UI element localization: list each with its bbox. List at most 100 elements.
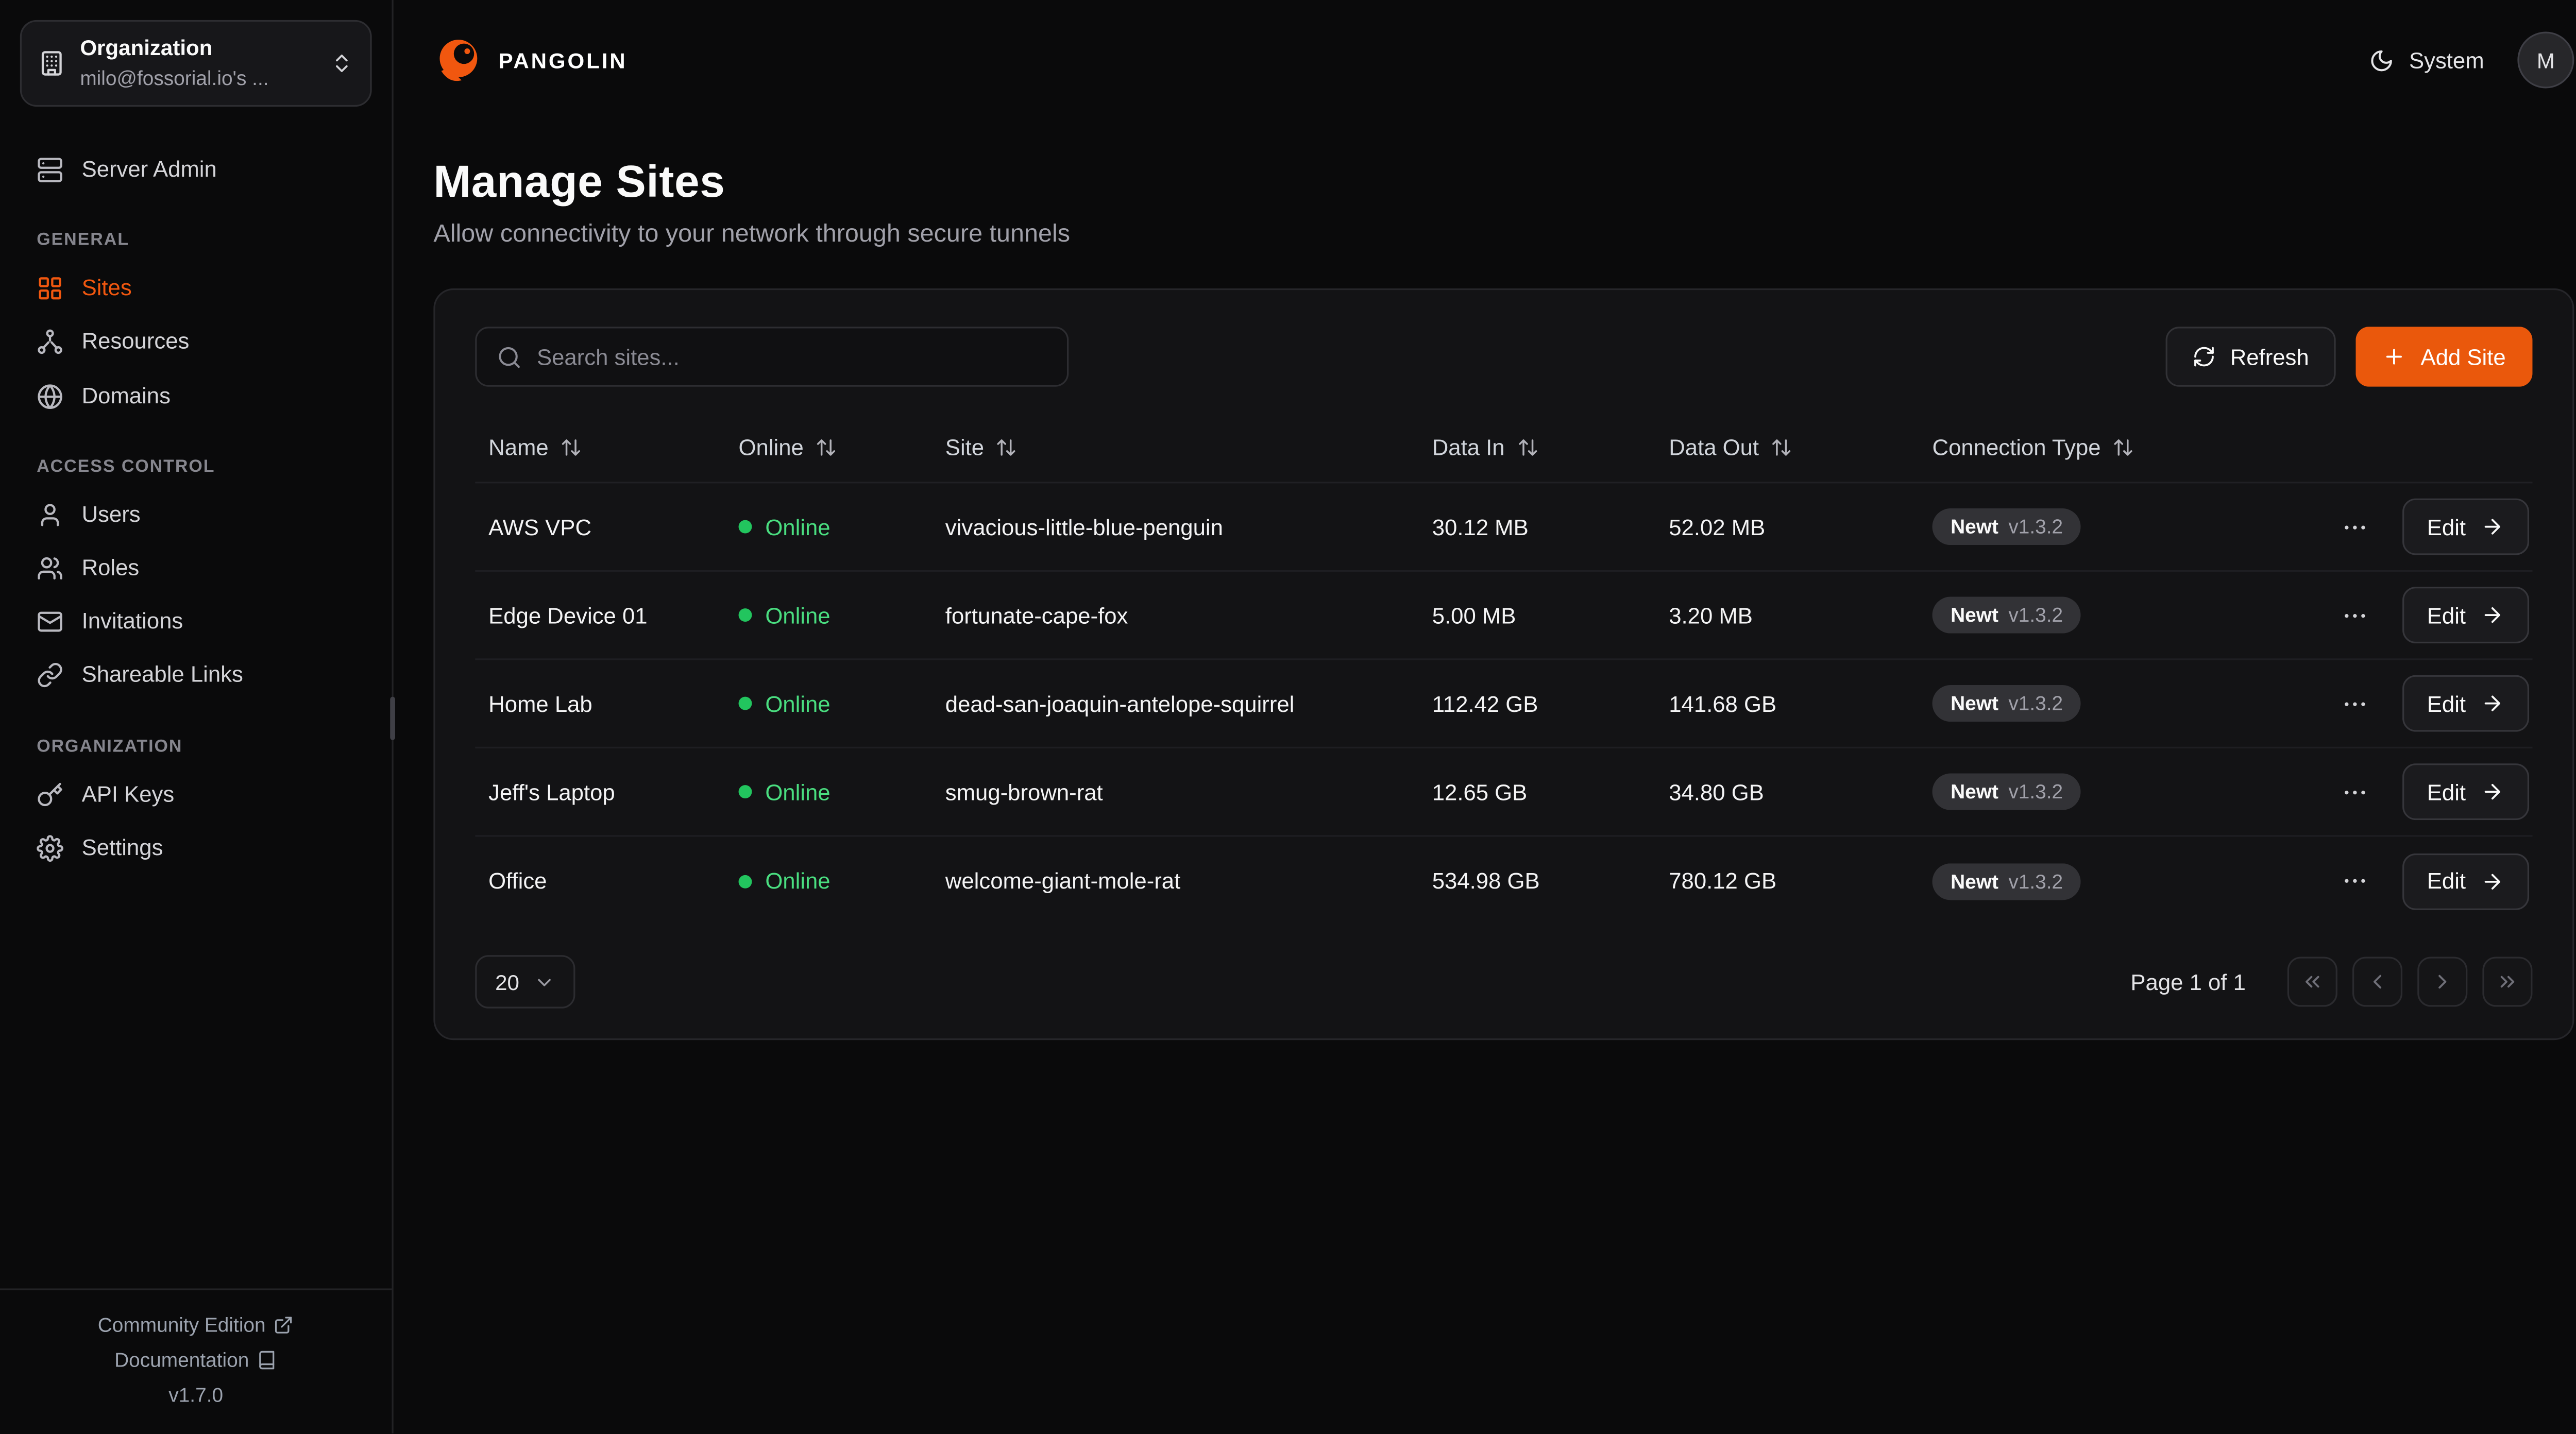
site-status: Online xyxy=(725,691,932,716)
documentation-link[interactable]: Documentation xyxy=(114,1348,277,1372)
sidebar-item-api-keys[interactable]: API Keys xyxy=(20,767,372,821)
page-head: Manage Sites Allow connectivity to your … xyxy=(394,120,2576,248)
data-out-value: 141.68 GB xyxy=(1669,691,1777,716)
sidebar-item-settings[interactable]: Settings xyxy=(20,821,372,875)
sidebar-item-label: Invitations xyxy=(81,608,183,634)
book-icon xyxy=(258,1350,278,1370)
sidebar-main: Organization milo@fossorial.io's ... Ser… xyxy=(0,0,392,1288)
connection-type-cell: Newt v1.3.2 xyxy=(1919,596,2309,634)
online-dot-icon xyxy=(738,874,752,888)
column-header-name[interactable]: Name xyxy=(475,435,725,460)
row-menu-button[interactable] xyxy=(2335,507,2376,547)
column-header-site[interactable]: Site xyxy=(932,435,1419,460)
row-actions: Edit xyxy=(2309,675,2533,732)
ellipsis-icon xyxy=(2341,867,2369,895)
sidebar: Organization milo@fossorial.io's ... Ser… xyxy=(0,0,395,1433)
online-dot-icon xyxy=(738,608,752,622)
refresh-button[interactable]: Refresh xyxy=(2165,327,2336,387)
first-page-button[interactable] xyxy=(2287,957,2337,1007)
sidebar-item-invitations[interactable]: Invitations xyxy=(20,595,372,649)
row-menu-button[interactable] xyxy=(2335,772,2376,812)
org-picker[interactable]: Organization milo@fossorial.io's ... xyxy=(20,20,372,107)
column-header-data-out[interactable]: Data Out xyxy=(1655,435,1919,460)
sidebar-item-roles[interactable]: Roles xyxy=(20,541,372,595)
resources-icon xyxy=(37,329,63,356)
refresh-icon xyxy=(2192,345,2215,368)
previous-page-button[interactable] xyxy=(2352,957,2403,1007)
sort-icon xyxy=(1516,437,1538,458)
row-menu-button[interactable] xyxy=(2335,595,2376,635)
toolbar-actions: Refresh Add Site xyxy=(2165,327,2533,387)
edit-button[interactable]: Edit xyxy=(2402,498,2530,555)
site-status: Online xyxy=(725,779,932,804)
section-label-organization: ORGANIZATION xyxy=(37,736,183,756)
arrow-right-icon xyxy=(2481,869,2504,893)
data-in-value: 534.98 GB xyxy=(1432,868,1540,894)
theme-selector[interactable]: System xyxy=(2369,47,2484,73)
sidebar-item-label: Settings xyxy=(81,834,163,860)
site-name: Home Lab xyxy=(488,691,592,716)
chevrons-up-down-icon xyxy=(330,52,353,75)
sidebar-item-label: Shareable Links xyxy=(81,662,243,688)
brand-name: PANGOLIN xyxy=(498,47,628,73)
sort-icon xyxy=(816,437,837,458)
chevrons-right-icon xyxy=(2496,970,2519,993)
sidebar-item-sites[interactable]: Sites xyxy=(20,262,372,316)
sort-icon xyxy=(996,437,1018,458)
table-row: Edge Device 01 Online fortunate-cape-fox… xyxy=(475,572,2533,660)
next-page-button[interactable] xyxy=(2417,957,2468,1007)
table-row: Jeff's Laptop Online smug-brown-rat 12.6… xyxy=(475,748,2533,837)
site-id: fortunate-cape-fox xyxy=(945,602,1128,628)
connection-type-cell: Newt v1.3.2 xyxy=(1919,862,2309,899)
add-site-button[interactable]: Add Site xyxy=(2355,327,2533,387)
sidebar-item-users[interactable]: Users xyxy=(20,488,372,541)
sort-icon xyxy=(2112,437,2134,458)
connection-badge: Newt v1.3.2 xyxy=(1932,596,2081,634)
data-in-value: 30.12 MB xyxy=(1432,514,1529,539)
ellipsis-icon xyxy=(2341,513,2369,541)
community-edition-link[interactable]: Community Edition xyxy=(98,1313,294,1337)
site-id: dead-san-joaquin-antelope-squirrel xyxy=(945,691,1295,716)
edit-button[interactable]: Edit xyxy=(2402,587,2530,644)
row-actions: Edit xyxy=(2309,763,2533,821)
edit-button[interactable]: Edit xyxy=(2402,852,2530,910)
sidebar-item-resources[interactable]: Resources xyxy=(20,316,372,369)
edit-button[interactable]: Edit xyxy=(2402,763,2530,821)
key-icon xyxy=(37,781,63,808)
last-page-button[interactable] xyxy=(2482,957,2533,1007)
ellipsis-icon xyxy=(2341,601,2369,629)
moon-icon xyxy=(2369,47,2394,73)
sidebar-item-label: Resources xyxy=(81,329,190,354)
connection-badge: Newt v1.3.2 xyxy=(1932,862,2081,899)
sidebar-item-server-admin[interactable]: Server Admin xyxy=(20,143,372,197)
sidebar-item-label: API Keys xyxy=(81,781,175,806)
avatar[interactable]: M xyxy=(2517,31,2574,89)
data-out-value: 780.12 GB xyxy=(1669,868,1777,894)
page-subtitle: Allow connectivity to your network throu… xyxy=(433,220,1071,249)
data-in-value: 12.65 GB xyxy=(1432,779,1528,805)
row-menu-button[interactable] xyxy=(2335,684,2376,724)
site-status: Online xyxy=(725,603,932,627)
site-status: Online xyxy=(725,868,932,893)
site-name: Jeff's Laptop xyxy=(488,779,615,805)
sidebar-item-shareable-links[interactable]: Shareable Links xyxy=(20,649,372,703)
edit-button[interactable]: Edit xyxy=(2402,675,2530,732)
theme-label: System xyxy=(2409,47,2484,73)
search-input[interactable] xyxy=(536,344,1047,369)
connection-type-cell: Newt v1.3.2 xyxy=(1919,508,2309,545)
org-picker-label: Organization xyxy=(80,35,213,60)
sidebar-item-label: Sites xyxy=(81,275,132,301)
page-size-select[interactable]: 20 xyxy=(475,955,576,1009)
plus-icon xyxy=(2382,345,2405,368)
brand[interactable]: PANGOLIN xyxy=(433,35,627,85)
chevron-down-icon xyxy=(534,971,556,993)
row-menu-button[interactable] xyxy=(2335,861,2376,901)
column-header-data-in[interactable]: Data In xyxy=(1419,435,1656,460)
sidebar-item-domains[interactable]: Domains xyxy=(20,369,372,423)
chevron-left-icon xyxy=(2366,970,2389,993)
column-header-connection-type[interactable]: Connection Type xyxy=(1919,435,2309,460)
data-out-value: 34.80 GB xyxy=(1669,779,1764,805)
column-header-online[interactable]: Online xyxy=(725,435,932,460)
sidebar-resize-handle[interactable] xyxy=(390,696,395,740)
table-row: AWS VPC Online vivacious-little-blue-pen… xyxy=(475,483,2533,572)
